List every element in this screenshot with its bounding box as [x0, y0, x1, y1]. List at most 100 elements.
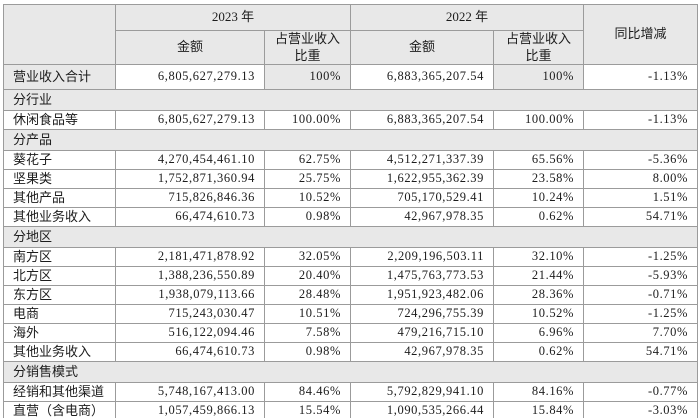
amount-2022-cell: 479,216,715.10 — [350, 323, 495, 343]
table-row: 其他业务收入 66,474,610.73 0.98% 42,967,978.35 0.6… — [3, 342, 699, 362]
amount-2022-cell: 705,170,529.41 — [350, 188, 495, 208]
ratio-2023-cell: 84.46% — [263, 382, 352, 402]
ratio-2022-cell: 28.36% — [493, 285, 585, 305]
ratio-2022-cell: 100% — [493, 64, 585, 90]
section-label: 分行业 — [2, 89, 699, 111]
corner-empty-cell — [3, 4, 116, 65]
section-label: 分产品 — [2, 129, 699, 151]
table-row: 休闲食品等 6,805,627,279.13 100.00% 6,883,365,20… — [3, 110, 699, 130]
ratio-2022-cell: 10.24% — [493, 188, 585, 208]
table-row: 北方区 1,388,236,550.89 20.40% 1,475,763,773.5… — [3, 266, 699, 286]
yoy-change-cell: 1.51% — [583, 188, 699, 208]
amount-2022-cell: 6,883,365,207.54 — [350, 64, 495, 90]
ratio-2023-cell: 25.75% — [263, 169, 352, 189]
yoy-change-cell: 7.70% — [583, 323, 699, 343]
amount-2023-cell: 5,748,167,413.00 — [115, 382, 265, 402]
amount-2023-cell: 715,826,846.36 — [115, 188, 265, 208]
row-label: 坚果类 — [3, 169, 116, 189]
row-label: 葵花子 — [3, 150, 116, 170]
table-row: 葵花子 4,270,454,461.10 62.75% 4,512,271,337.3… — [3, 150, 699, 170]
amount-2023-cell: 6,805,627,279.13 — [115, 110, 265, 130]
amount-2023-cell: 4,270,454,461.10 — [115, 150, 265, 170]
row-label: 其他业务收入 — [3, 342, 116, 362]
ratio-2022-cell: 21.44% — [493, 266, 585, 286]
ratio-2023-cell: 100.00% — [263, 110, 352, 130]
ratio-2023-cell: 20.40% — [263, 266, 352, 286]
table-row: 东方区 1,938,079,113.66 28.48% 1,951,923,482.0… — [3, 285, 699, 305]
row-label: 直营（含电商） — [3, 401, 116, 418]
yoy-change-header: 同比增减 — [583, 4, 699, 65]
amount-2022-header: 金额 — [350, 30, 495, 65]
table-row: 坚果类 1,752,871,360.94 25.75% 1,622,955,362.3… — [3, 169, 699, 189]
ratio-2023-cell: 0.98% — [263, 342, 352, 362]
amount-2023-cell: 2,181,471,878.92 — [115, 247, 265, 267]
ratio-2022-cell: 23.58% — [493, 169, 585, 189]
yoy-change-cell: -5.93% — [583, 266, 699, 286]
ratio-2023-cell: 32.05% — [263, 247, 352, 267]
ratio-2022-cell: 15.84% — [493, 401, 585, 418]
yoy-change-cell: -5.36% — [583, 150, 699, 170]
year-2022-header: 2022 年 — [350, 4, 585, 31]
amount-2023-cell: 715,243,030.47 — [115, 304, 265, 324]
row-label: 电商 — [3, 304, 116, 324]
amount-2023-cell: 6,805,627,279.13 — [115, 64, 265, 90]
amount-2022-cell: 1,090,535,266.44 — [350, 401, 495, 418]
ratio-2023-cell: 7.58% — [263, 323, 352, 343]
amount-2023-cell: 516,122,094.46 — [115, 323, 265, 343]
table-row: 经销和其他渠道 5,748,167,413.00 84.46% 5,792,829,9… — [3, 382, 699, 402]
amount-2022-cell: 2,209,196,503.11 — [350, 247, 495, 267]
row-label: 营业收入合计 — [3, 64, 116, 90]
amount-2023-cell: 1,388,236,550.89 — [115, 266, 265, 286]
amount-2022-cell: 6,883,365,207.54 — [350, 110, 495, 130]
yoy-change-cell: -1.13% — [583, 110, 699, 130]
ratio-2022-cell: 65.56% — [493, 150, 585, 170]
ratio-2022-cell: 10.52% — [493, 304, 585, 324]
row-label: 其他业务收入 — [3, 207, 116, 227]
amount-2023-cell: 1,752,871,360.94 — [115, 169, 265, 189]
amount-2023-cell: 66,474,610.73 — [115, 342, 265, 362]
amount-2022-cell: 1,951,923,482.06 — [350, 285, 495, 305]
yoy-change-cell: 54.71% — [583, 207, 699, 227]
row-label: 南方区 — [3, 247, 116, 267]
amount-2022-cell: 1,622,955,362.39 — [350, 169, 495, 189]
amount-2023-cell: 1,057,459,866.13 — [115, 401, 265, 418]
section-row: 分产品 — [2, 129, 699, 151]
ratio-2023-cell: 100% — [263, 64, 352, 90]
ratio-2022-cell: 32.10% — [493, 247, 585, 267]
section-label: 分销售模式 — [2, 361, 699, 383]
yoy-change-cell: -0.77% — [583, 382, 699, 402]
table-row: 海外 516,122,094.46 7.58% 479,216,715.10 6.96%… — [3, 323, 699, 343]
revenue-breakdown-table: 2023 年 2022 年 同比增减 金额 占营业收入比重 金额 占营业收入比重… — [2, 4, 699, 418]
table-body: 营业收入合计 6,805,627,279.13 100% 6,883,365,207.… — [2, 64, 699, 418]
year-2023-header: 2023 年 — [114, 4, 352, 31]
amount-2022-cell: 42,967,978.35 — [350, 207, 495, 227]
ratio-2022-cell: 0.62% — [493, 207, 585, 227]
yoy-change-cell: 54.71% — [583, 342, 699, 362]
amount-2022-cell: 42,967,978.35 — [350, 342, 495, 362]
ratio-2022-cell: 84.16% — [493, 382, 585, 402]
ratio-2022-cell: 100.00% — [493, 110, 585, 130]
table-row: 其他产品 715,826,846.36 10.52% 705,170,529.41 10… — [3, 188, 699, 208]
table-row: 其他业务收入 66,474,610.73 0.98% 42,967,978.35 0.6… — [3, 207, 699, 227]
amount-2023-cell: 1,938,079,113.66 — [115, 285, 265, 305]
row-label: 经销和其他渠道 — [3, 382, 116, 402]
amount-2023-header: 金额 — [115, 30, 265, 65]
row-label: 休闲食品等 — [3, 110, 116, 130]
row-label: 海外 — [3, 323, 116, 343]
amount-2022-cell: 1,475,763,773.53 — [350, 266, 495, 286]
row-label: 北方区 — [3, 266, 116, 286]
yoy-change-cell: -1.25% — [583, 247, 699, 267]
table-row: 直营（含电商） 1,057,459,866.13 15.54% 1,090,535,2… — [3, 401, 699, 418]
yoy-change-cell: -1.25% — [583, 304, 699, 324]
amount-2022-cell: 5,792,829,941.10 — [350, 382, 495, 402]
section-label: 分地区 — [2, 226, 699, 248]
revenue-ratio-2022-header: 占营业收入比重 — [493, 30, 585, 65]
section-row: 分销售模式 — [2, 361, 699, 383]
ratio-2023-cell: 10.51% — [263, 304, 352, 324]
amount-2022-cell: 4,512,271,337.39 — [350, 150, 495, 170]
table-row: 电商 715,243,030.47 10.51% 724,296,755.39 10.5… — [3, 304, 699, 324]
section-row: 分地区 — [2, 226, 699, 248]
ratio-2023-cell: 62.75% — [263, 150, 352, 170]
revenue-ratio-2023-header: 占营业收入比重 — [263, 30, 352, 65]
